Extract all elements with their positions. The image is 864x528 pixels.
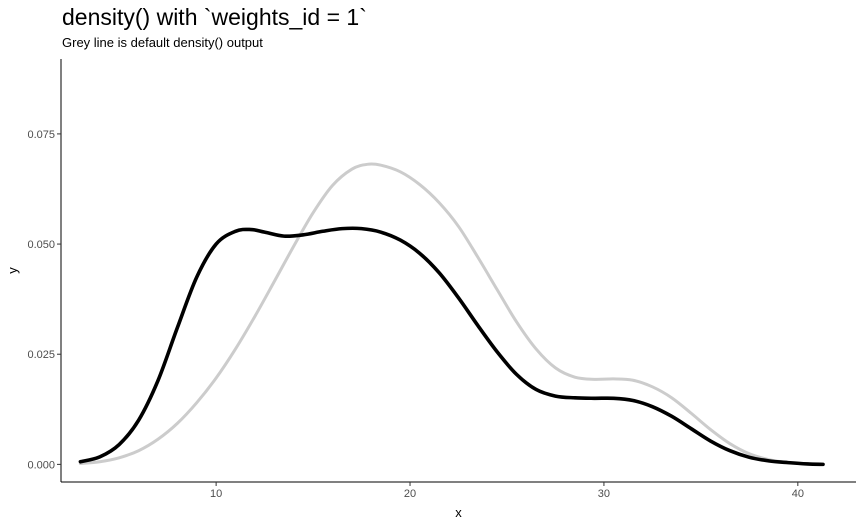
chart-subtitle: Grey line is default density() output xyxy=(62,35,263,50)
default-density-line xyxy=(78,162,825,466)
chart-title: density() with `weights_id = 1` xyxy=(62,4,367,30)
y-tick-label: 0.075 xyxy=(27,129,55,141)
y-tick-label: 0.050 xyxy=(27,239,55,251)
y-axis-ticks: 0.000 0.025 0.050 0.075 xyxy=(27,129,61,471)
x-tick-label: 10 xyxy=(210,488,222,500)
series-layer xyxy=(78,162,825,467)
y-tick-label: 0.000 xyxy=(27,459,55,471)
y-axis-title: y xyxy=(5,267,20,274)
x-axis-ticks: 10 20 30 40 xyxy=(210,482,804,500)
x-tick-label: 40 xyxy=(792,488,804,500)
x-axis-title: x xyxy=(455,505,462,520)
y-tick-label: 0.025 xyxy=(27,349,55,361)
x-tick-label: 30 xyxy=(598,488,610,500)
x-tick-label: 20 xyxy=(404,488,416,500)
weighted-density-line xyxy=(78,226,825,467)
